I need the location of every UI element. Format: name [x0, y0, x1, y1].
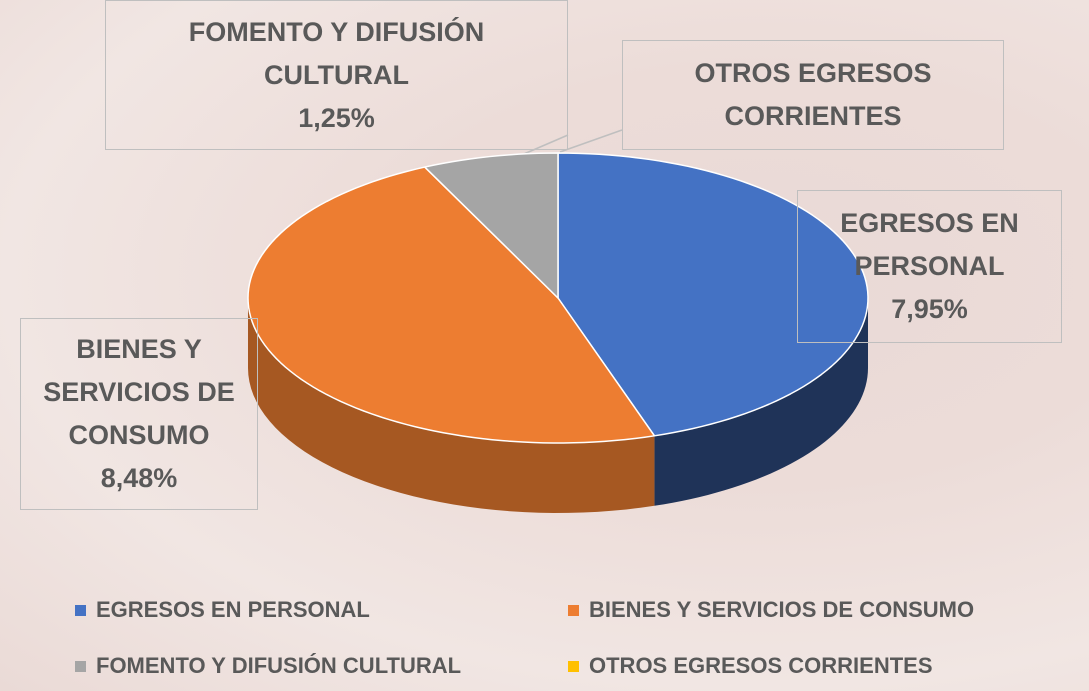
- slice-side: [248, 298, 655, 513]
- label-category: OTROS EGRESOS CORRIENTES: [694, 58, 932, 131]
- label-value: 1,25%: [298, 102, 375, 133]
- legend-label: BIENES Y SERVICIOS DE CONSUMO: [589, 597, 975, 622]
- label-value: 8,48%: [100, 463, 178, 493]
- legend-swatch: [568, 604, 579, 616]
- legend-item: BIENES Y SERVICIOS DE CONSUMO: [568, 597, 974, 623]
- data-label: OTROS EGRESOS CORRIENTES: [622, 40, 1004, 150]
- slice: [424, 152, 559, 299]
- data-label: FOMENTO Y DIFUSIÓN CULTURAL 1,25%: [105, 0, 568, 150]
- legend-swatch: [568, 660, 579, 672]
- legend-swatch: [75, 604, 86, 616]
- slice: [247, 166, 656, 444]
- slice-side: [654, 298, 868, 506]
- label-category: BIENES Y SERVICIOS DE CONSUMO: [43, 334, 235, 450]
- legend-item: OTROS EGRESOS CORRIENTES: [568, 653, 933, 679]
- label-value: 7,95%: [891, 294, 968, 324]
- label-category: EGRESOS EN PERSONAL: [840, 208, 1019, 281]
- label-category: FOMENTO Y DIFUSIÓN CULTURAL: [188, 16, 485, 90]
- legend-item: EGRESOS EN PERSONAL: [75, 597, 370, 623]
- legend-label: FOMENTO Y DIFUSIÓN CULTURAL: [96, 653, 462, 678]
- data-label: EGRESOS EN PERSONAL 7,95%: [797, 190, 1062, 343]
- legend-label: OTROS EGRESOS CORRIENTES: [589, 653, 933, 678]
- leader-line: [559, 129, 623, 153]
- legend-label: EGRESOS EN PERSONAL: [96, 597, 370, 622]
- legend-item: FOMENTO Y DIFUSIÓN CULTURAL: [75, 653, 461, 679]
- legend-swatch: [75, 660, 86, 672]
- data-label: BIENES Y SERVICIOS DE CONSUMO 8,48%: [20, 318, 258, 510]
- slice: [557, 152, 869, 437]
